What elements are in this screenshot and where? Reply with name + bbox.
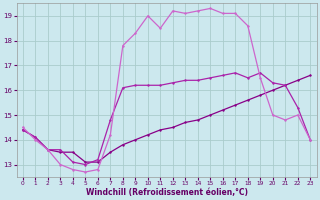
X-axis label: Windchill (Refroidissement éolien,°C): Windchill (Refroidissement éolien,°C): [85, 188, 248, 197]
